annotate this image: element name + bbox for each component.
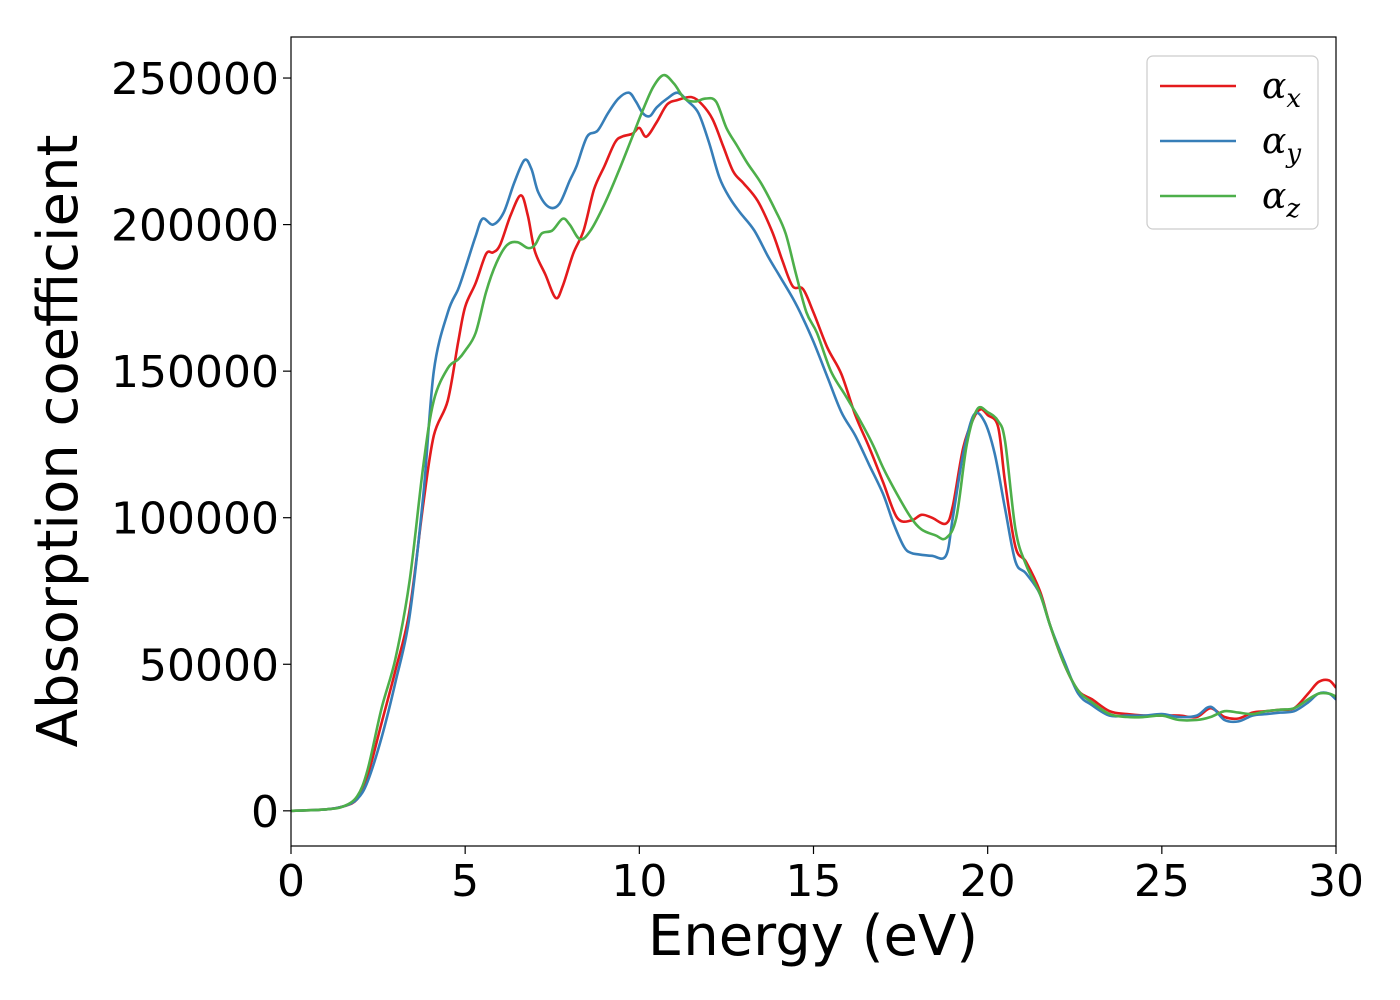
legend-label-z: αz [1262, 176, 1300, 224]
legend-label-x: αx [1262, 66, 1301, 114]
legend-symbol: α [1262, 121, 1286, 162]
y-tick-label: 50000 [139, 640, 279, 691]
x-axis-label: Energy (eV) [648, 904, 978, 969]
legend-symbol: α [1262, 176, 1286, 217]
x-tick-label: 15 [786, 856, 842, 907]
legend-box [1146, 55, 1319, 230]
x-tick-label: 20 [960, 856, 1016, 907]
y-tick-label: 200000 [111, 201, 279, 252]
y-tick-label: 150000 [111, 347, 279, 398]
x-axis: 0 5 10 15 20 25 30 [277, 846, 1364, 907]
series-layer [291, 73, 1336, 813]
legend-subscript: z [1285, 194, 1300, 224]
series-line-z [291, 73, 1336, 813]
legend-symbol: α [1262, 66, 1286, 107]
y-tick-label: 250000 [111, 54, 279, 105]
y-axis: 0 50000 100000 150000 200000 250000 [111, 54, 291, 838]
x-tick-label: 10 [611, 856, 667, 907]
x-tick-label: 0 [277, 856, 305, 907]
legend-subscript: x [1286, 84, 1301, 114]
x-tick-label: 5 [451, 856, 479, 907]
legend-subscript: y [1285, 139, 1301, 169]
y-axis-label: Absorption coefficient [26, 135, 91, 748]
y-tick-label: 0 [251, 787, 279, 838]
x-tick-label: 30 [1308, 856, 1364, 907]
legend-label-y: αy [1262, 121, 1301, 169]
x-tick-label: 25 [1134, 856, 1190, 907]
y-tick-label: 100000 [111, 494, 279, 545]
series-line-y [291, 91, 1336, 813]
